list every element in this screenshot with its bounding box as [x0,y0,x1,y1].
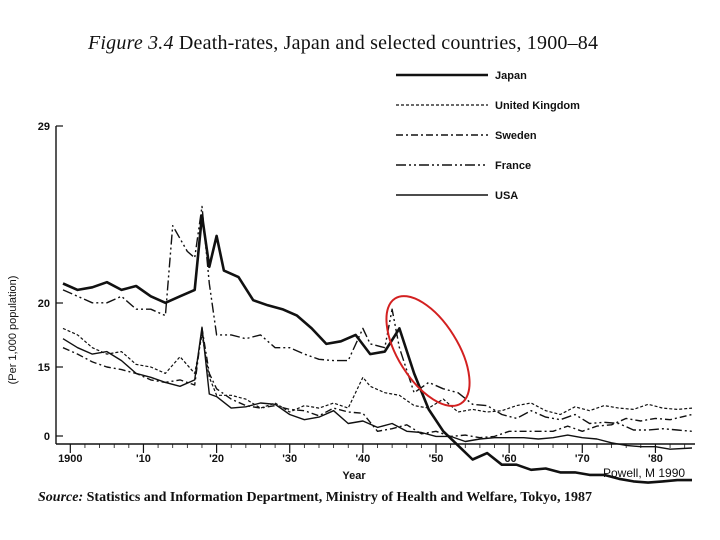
legend-label-united-kingdom: United Kingdom [495,100,580,112]
x-tick-label: '10 [136,453,151,465]
series-line-united-kingdom [62,327,693,416]
source-note: Source: Statistics and Information Depar… [38,490,592,506]
annotation-layer [385,295,471,407]
legend: Japan United Kingdom Sweden France USA [396,70,580,202]
axes: 0 15 20 29 1900 '10 '20 '30 '40 '50 '60 '70 '80 Year (… [7,121,695,482]
y-tick-label: 20 [38,298,50,310]
y-tick-label: 0 [44,431,50,443]
legend-label-japan: Japan [495,70,527,82]
legend-label-sweden: Sweden [495,130,537,142]
y-tick-label: 29 [38,121,50,133]
legend-label-usa: USA [495,190,518,202]
source-label: Source: [38,490,84,505]
y-axis-title: (Per 1,000 population) [7,276,19,385]
x-tick-label: '30 [282,453,297,465]
legend-label-france: France [495,160,531,172]
highlight-ellipse [385,295,471,407]
series-line-japan [62,214,692,484]
series-line-france [62,205,693,432]
x-tick-label: '50 [429,453,444,465]
figure-number: Figure 3.4 [88,32,174,54]
credit-note: Powell, M 1990 [603,466,686,480]
x-tick-label: 1900 [58,453,82,465]
x-axis-title: Year [342,470,366,482]
chart-title: Figure 3.4 Death-rates, Japan and select… [88,32,598,55]
figure-caption: Death-rates, Japan and selected countrie… [178,32,599,54]
x-tick-label: '20 [209,453,224,465]
source-text: Statistics and Information Department, M… [86,490,593,505]
x-tick-label: '70 [575,453,590,465]
x-tick-label: '80 [648,453,663,465]
series-line-sweden [62,327,693,439]
series-line-usa [62,326,693,450]
series-layer [62,205,693,484]
x-tick-label: '40 [355,453,370,465]
x-tick-label: '60 [502,453,517,465]
y-tick-label: 15 [38,362,50,374]
